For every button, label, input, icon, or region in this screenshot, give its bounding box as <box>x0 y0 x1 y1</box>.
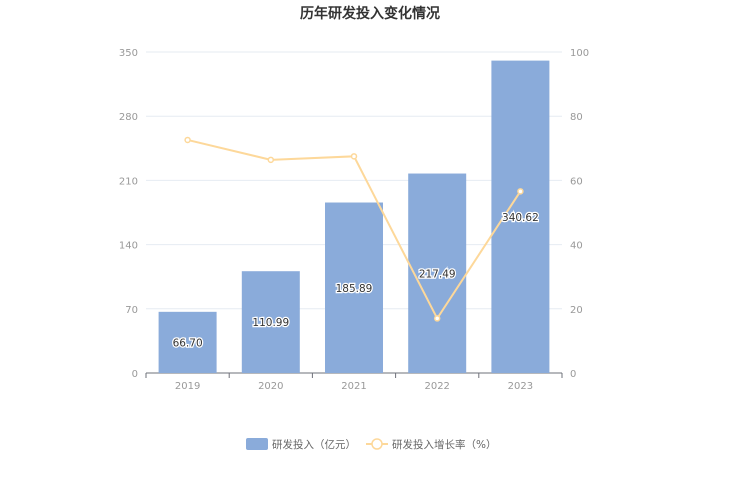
x-tick-label: 2019 <box>175 381 200 392</box>
bar-data-label: 185.89 <box>336 283 373 295</box>
bar <box>325 202 383 373</box>
bar-data-label: 217.49 <box>419 268 456 280</box>
y-left-tick: 0 <box>132 369 138 380</box>
bar-data-label: 110.99 <box>252 317 289 329</box>
x-tick-label: 2022 <box>424 381 449 392</box>
y-left-tick: 350 <box>119 48 138 59</box>
y-left-tick: 140 <box>119 241 138 252</box>
legend-line-marker <box>371 438 383 450</box>
legend-bar-label: 研发投入（亿元） <box>272 438 356 451</box>
y-right-tick: 40 <box>570 241 583 252</box>
growth-point <box>184 136 191 144</box>
legend-line-label: 研发投入增长率（%） <box>392 438 496 451</box>
y-right-tick: 60 <box>570 176 583 187</box>
bar <box>241 271 300 373</box>
bar <box>491 60 550 374</box>
y-right-tick: 80 <box>570 112 583 123</box>
y-left-tick: 210 <box>119 176 138 187</box>
legend-bar-swatch <box>246 438 268 450</box>
x-tick-label: 2023 <box>508 381 533 392</box>
y-right-tick: 0 <box>570 369 576 380</box>
x-tick-label: 2020 <box>258 381 283 392</box>
x-tick-label: 2021 <box>341 381 366 392</box>
bar-data-label: 340.62 <box>502 212 539 224</box>
growth-point <box>433 315 441 322</box>
bar <box>158 311 217 373</box>
y-right-tick: 100 <box>570 48 589 59</box>
growth-point <box>267 156 275 164</box>
y-left-tick: 280 <box>119 112 138 123</box>
bar <box>408 173 467 373</box>
growth-point <box>517 188 524 195</box>
chart-title: 历年研发投入变化情况 <box>300 5 440 22</box>
growth-point <box>350 153 358 160</box>
bar-data-label: 66.70 <box>173 337 203 349</box>
y-right-tick: 20 <box>570 305 583 316</box>
y-left-tick: 70 <box>125 305 138 316</box>
